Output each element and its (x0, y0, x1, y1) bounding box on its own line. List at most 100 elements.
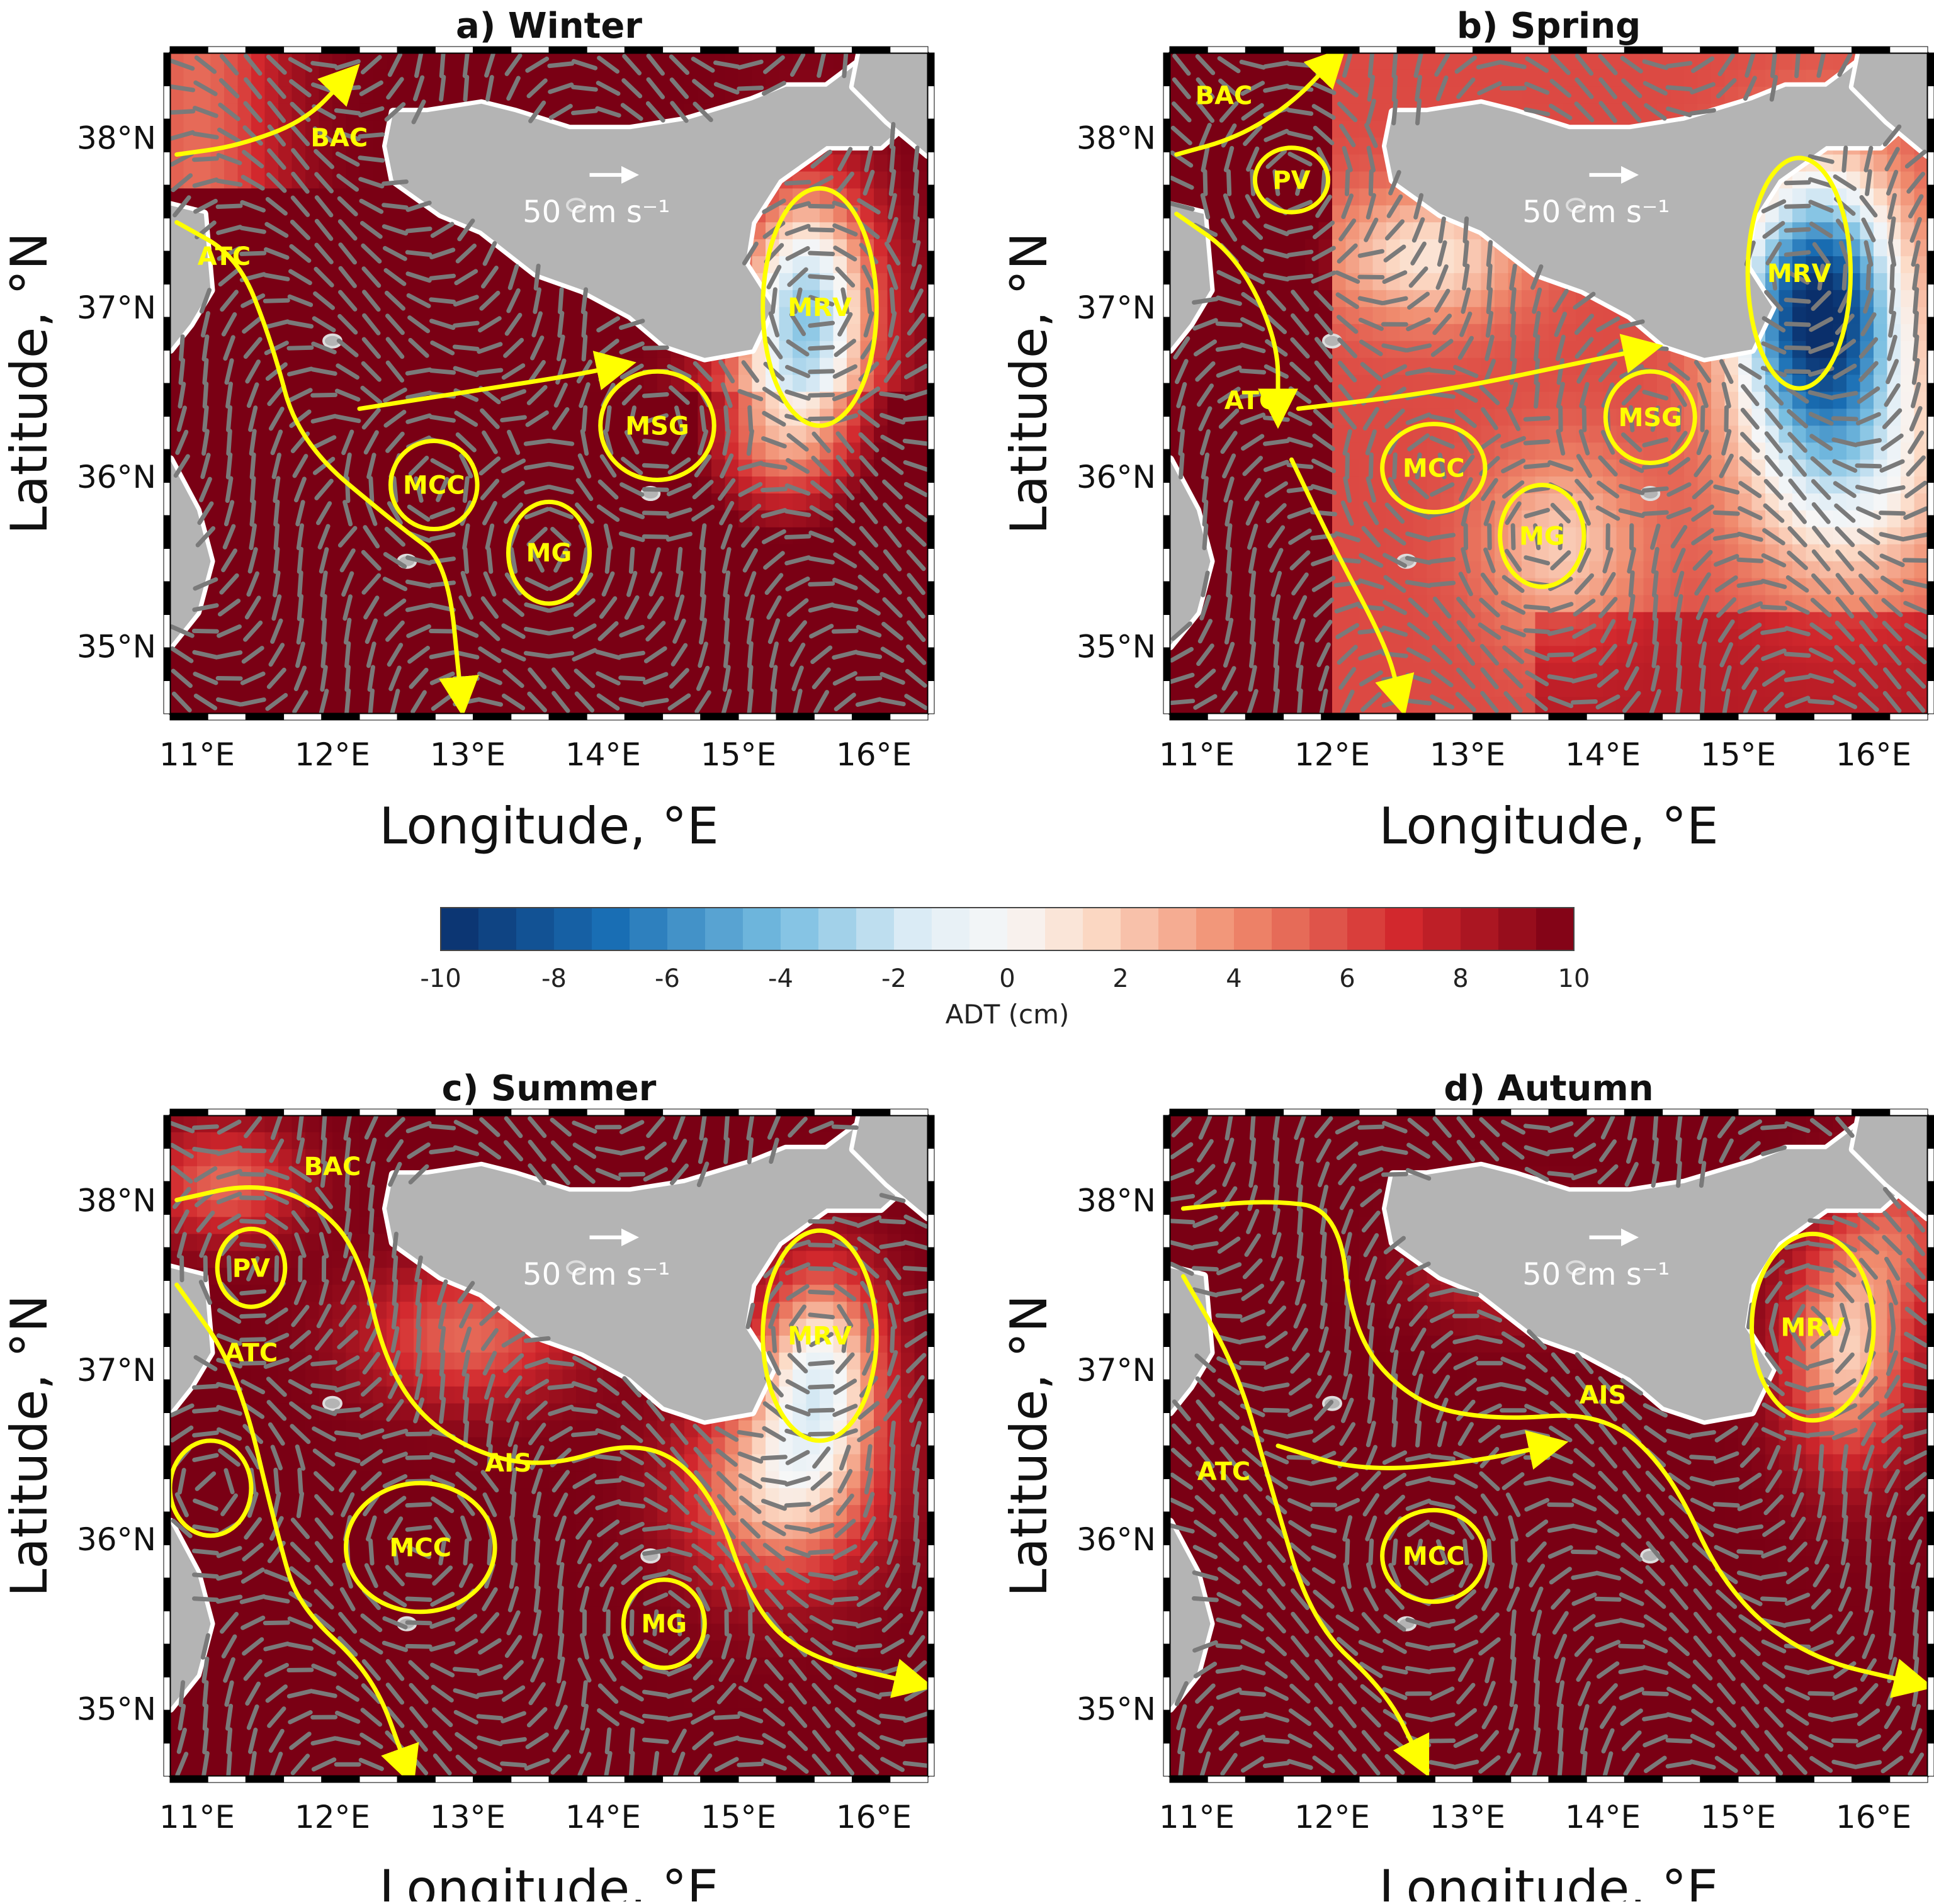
colorbar-tick-label: 8 (1452, 964, 1468, 993)
colorbar-bin (1158, 908, 1197, 950)
panel-title-d: d) Autumn (1444, 1068, 1653, 1109)
colorbar-bin (856, 908, 895, 950)
colorbar-bin (592, 908, 630, 950)
xtick-label: 12°E (1294, 1799, 1370, 1835)
ytick-label: 37°N (1077, 1352, 1156, 1389)
label-mg: MG (1519, 522, 1565, 551)
label-mg: MG (526, 539, 572, 568)
xtick-label: 13°E (1430, 1799, 1505, 1835)
xtick-label: 11°E (1159, 1799, 1235, 1835)
colorbar-tick-label: 4 (1226, 964, 1241, 993)
colorbar-bin (818, 908, 857, 950)
label-mg: MG (641, 1610, 687, 1639)
ytick-label: 36°N (77, 459, 156, 495)
ytick-label: 35°N (1077, 628, 1156, 665)
colorbar-label: ADT (cm) (946, 999, 1070, 1030)
x-axis-label: Longitude, °E (1379, 1859, 1718, 1901)
colorbar-bin (1196, 908, 1235, 950)
panel-title-c: c) Summer (442, 1068, 657, 1109)
xtick-label: 16°E (836, 736, 912, 773)
colorbar-tick-label: -10 (420, 964, 461, 993)
xtick-label: 14°E (1565, 1799, 1641, 1835)
map-area (170, 1115, 929, 1777)
xtick-label: 14°E (565, 1799, 641, 1835)
colorbar-bin (667, 908, 706, 950)
ytick-label: 35°N (77, 628, 156, 665)
y-axis-label: Latitude, °N (0, 232, 59, 534)
panel-a: 50 cm s⁻¹ BAC ATC MCC MG MSG MRV 11°E 12°E 13°E 14… (0, 6, 934, 855)
x-axis-label: Longitude, °E (379, 1859, 718, 1901)
colorbar-bin (478, 908, 517, 950)
xtick-label: 16°E (836, 1799, 912, 1835)
colorbar-bin (630, 908, 668, 950)
colorbar-bin (1234, 908, 1272, 950)
colorbar-bin (705, 908, 744, 950)
colorbar-bin (970, 908, 1008, 950)
colorbar-bin (932, 908, 970, 950)
scale-label: 50 cm s⁻¹ (523, 1257, 670, 1292)
label-mcc: MCC (1403, 1542, 1465, 1571)
label-atc: ATC (198, 242, 251, 271)
map-area (1170, 1115, 1928, 1777)
label-mrv: MRV (788, 293, 852, 322)
xtick-label: 15°E (1700, 736, 1776, 773)
colorbar-bin (1498, 908, 1537, 950)
y-axis-label: Latitude, °N (1000, 1295, 1058, 1597)
ytick-label: 36°N (1077, 459, 1156, 495)
scale-label: 50 cm s⁻¹ (1522, 1257, 1670, 1292)
label-bac: BAC (304, 1152, 361, 1181)
xtick-label: 12°E (295, 1799, 370, 1835)
colorbar-bin (516, 908, 555, 950)
colorbar-bin (1423, 908, 1461, 950)
colorbar-bin (1385, 908, 1423, 950)
x-axis-label: Longitude, °E (379, 797, 718, 855)
panel-title-a: a) Winter (456, 6, 642, 47)
label-ais: AIS (1580, 1381, 1627, 1410)
panel-d: 50 cm s⁻¹ ATC AIS MCC MRV 11°E 12°E 13°E 14°E 15°… (1000, 1068, 1934, 1901)
xtick-label: 16°E (1836, 736, 1911, 773)
ytick-label: 38°N (77, 120, 156, 157)
label-mrv: MRV (1781, 1314, 1845, 1343)
label-mrv: MRV (788, 1322, 852, 1351)
colorbar-tick-label: -8 (541, 964, 567, 993)
xtick-label: 15°E (701, 736, 776, 773)
colorbar-bin (1309, 908, 1348, 950)
label-pv: PV (232, 1254, 270, 1283)
scale-label: 50 cm s⁻¹ (523, 194, 670, 230)
ytick-label: 35°N (1077, 1691, 1156, 1727)
label-mcc: MCC (1403, 454, 1465, 483)
colorbar-bin (1045, 908, 1083, 950)
colorbar-bin (1272, 908, 1310, 950)
map-area (1170, 53, 1928, 714)
colorbar-tick-label: -6 (655, 964, 680, 993)
colorbar-tick-label: -4 (768, 964, 793, 993)
scale-label: 50 cm s⁻¹ (1522, 194, 1670, 230)
xtick-label: 14°E (565, 736, 641, 773)
label-ais: AIS (485, 1449, 532, 1478)
ytick-label: 37°N (77, 1352, 156, 1389)
xtick-label: 13°E (430, 736, 506, 773)
ytick-label: 36°N (1077, 1521, 1156, 1558)
xtick-label: 12°E (295, 736, 370, 773)
label-bac: BAC (310, 124, 368, 153)
colorbar-tick-label: 0 (999, 964, 1015, 993)
colorbar-tick-label: 2 (1112, 964, 1128, 993)
colorbar-bin (1121, 908, 1159, 950)
ytick-label: 38°N (1077, 1183, 1156, 1219)
xtick-label: 15°E (1700, 1799, 1776, 1835)
label-atc: ATC (1197, 1457, 1251, 1486)
y-axis-label: Latitude, °N (1000, 232, 1058, 534)
colorbar-tick-label: 10 (1558, 964, 1590, 993)
map-area (170, 53, 929, 714)
label-mcc: MCC (390, 1534, 452, 1563)
colorbar-bin (1347, 908, 1386, 950)
xtick-label: 11°E (159, 736, 235, 773)
colorbar-tick-label: -2 (881, 964, 907, 993)
panel-title-b: b) Spring (1457, 6, 1641, 47)
ytick-label: 38°N (1077, 120, 1156, 157)
label-msg: MSG (625, 412, 689, 441)
label-mcc: MCC (403, 471, 465, 500)
